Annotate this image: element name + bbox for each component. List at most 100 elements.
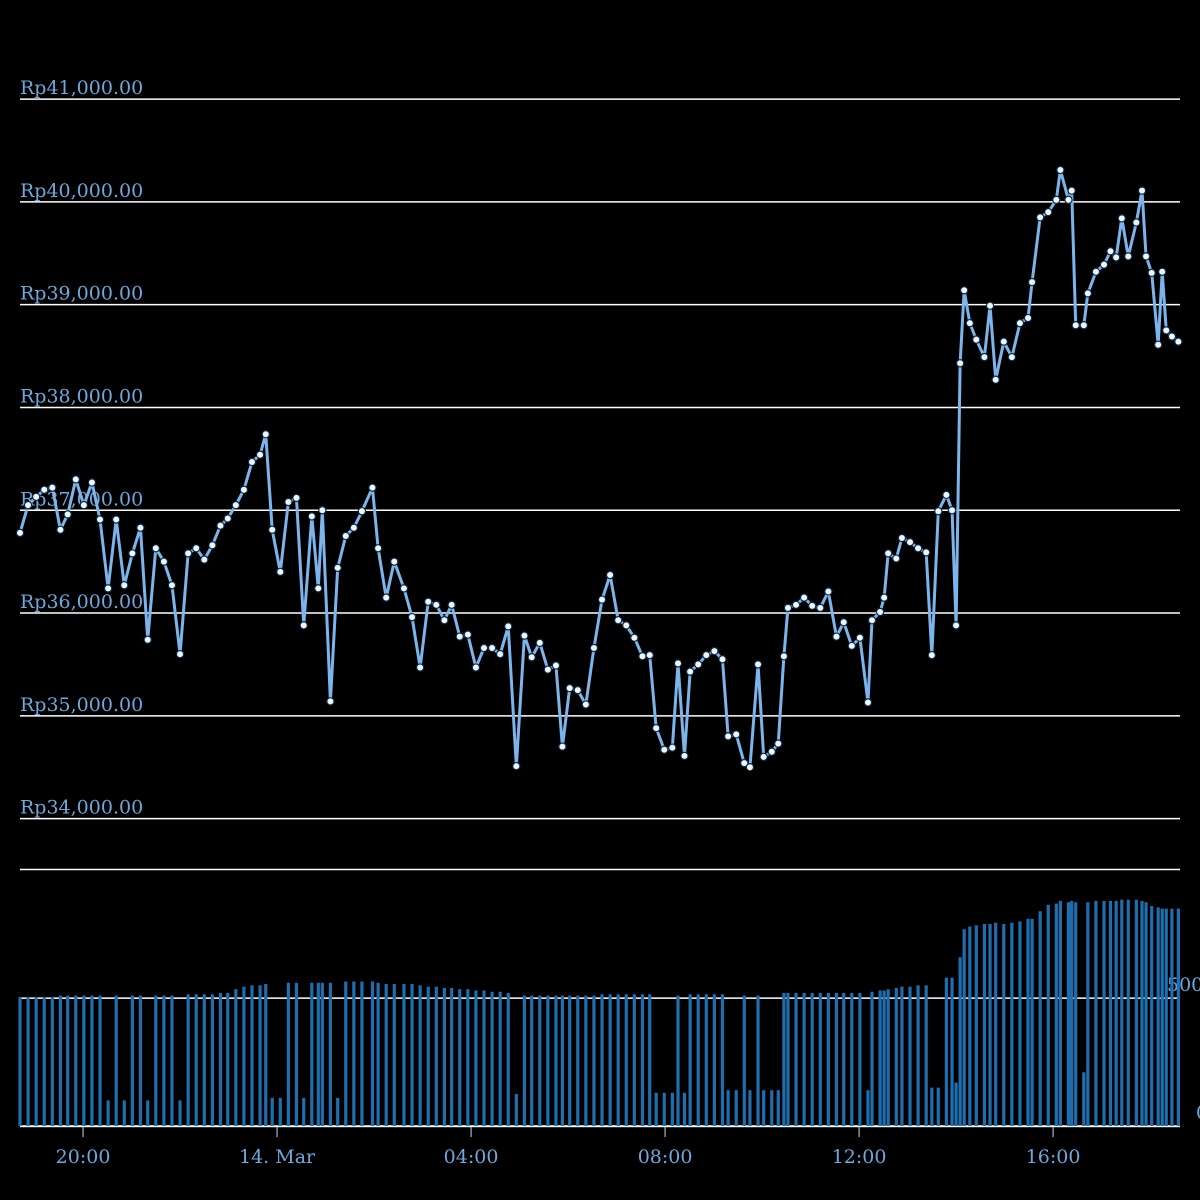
x-tick-label: 20:00 xyxy=(56,1146,111,1168)
volume-bar xyxy=(826,993,830,1126)
volume-bar xyxy=(546,995,550,1126)
price-point xyxy=(1044,207,1053,217)
price-point xyxy=(927,650,937,660)
price-point xyxy=(1174,337,1183,346)
volume-bar xyxy=(410,984,414,1126)
price-point xyxy=(128,549,137,558)
volume-bar xyxy=(1108,900,1113,1126)
volume-bar xyxy=(712,994,716,1126)
volume-bar xyxy=(944,977,948,1126)
price-point xyxy=(512,761,521,771)
price-point xyxy=(1111,253,1121,262)
price-point xyxy=(143,635,152,644)
volume-bar xyxy=(776,1090,780,1126)
price-point xyxy=(268,525,277,534)
price-point xyxy=(799,593,809,602)
volume-bar xyxy=(670,1092,674,1126)
price-point xyxy=(980,352,989,362)
volume-bar xyxy=(114,995,118,1126)
volume-bar xyxy=(870,991,874,1126)
price-point xyxy=(718,655,727,664)
volume-bar xyxy=(818,993,822,1126)
price-point xyxy=(1147,268,1156,278)
price-point xyxy=(622,621,631,630)
volume-bar xyxy=(202,994,206,1126)
price-point xyxy=(1153,340,1163,349)
volume-bar xyxy=(886,989,890,1126)
price-point xyxy=(875,607,885,617)
price-point xyxy=(479,643,489,653)
price-point xyxy=(56,525,65,534)
volume-bar xyxy=(1140,900,1144,1126)
price-point xyxy=(816,603,825,613)
volume-bar xyxy=(1018,921,1022,1126)
x-tick-label: 12:00 xyxy=(832,1146,887,1168)
price-point xyxy=(740,758,749,768)
price-point xyxy=(95,515,105,524)
price-point xyxy=(471,663,481,672)
price-point xyxy=(175,649,185,659)
price-point xyxy=(613,616,623,625)
price-point xyxy=(694,660,703,669)
volume-bar xyxy=(106,1100,110,1126)
y-tick-label: Rp35,000.00 xyxy=(20,694,143,716)
volume-bar xyxy=(786,993,790,1126)
volume-bar xyxy=(122,1100,126,1126)
x-tick-label: 14. Mar xyxy=(239,1146,316,1168)
price-point xyxy=(276,567,285,577)
price-point xyxy=(955,359,965,368)
price-point xyxy=(573,685,582,695)
volume-bar xyxy=(794,993,798,1126)
price-point xyxy=(668,743,677,752)
price-point xyxy=(1137,186,1147,195)
price-point xyxy=(63,510,72,519)
volume-bar xyxy=(1120,899,1124,1126)
price-point xyxy=(455,632,464,641)
price-point xyxy=(972,335,981,344)
volume-bar xyxy=(1086,902,1090,1126)
price-line xyxy=(18,168,1180,769)
price-point xyxy=(326,697,335,706)
volume-bar xyxy=(1038,911,1042,1126)
volume-bar xyxy=(576,995,580,1126)
price-point xyxy=(341,531,350,541)
price-point xyxy=(680,751,689,761)
volume-bar xyxy=(270,1097,274,1126)
price-point xyxy=(1071,321,1080,330)
price-point xyxy=(79,500,89,510)
volume-bar xyxy=(258,985,262,1126)
price-point xyxy=(463,630,473,639)
price-point xyxy=(934,507,943,516)
price-point xyxy=(897,533,907,543)
price-point xyxy=(1035,213,1045,222)
price-point xyxy=(673,659,683,668)
price-point xyxy=(307,512,317,521)
price-point xyxy=(381,593,391,602)
volume-bar xyxy=(924,985,928,1126)
volume-bar xyxy=(154,995,158,1126)
price-point xyxy=(40,485,49,494)
price-point xyxy=(261,429,270,439)
volume-bar xyxy=(1126,899,1130,1126)
volume-bar xyxy=(842,993,846,1126)
volume-bar xyxy=(1054,903,1058,1126)
volume-bar xyxy=(18,996,22,1126)
volume-bar xyxy=(130,995,134,1126)
price-point xyxy=(565,683,574,693)
price-point xyxy=(1027,277,1037,287)
volume-bar xyxy=(1134,899,1138,1126)
volume-bar xyxy=(1144,902,1148,1126)
volume-bar xyxy=(810,993,814,1126)
volume-bar xyxy=(1160,908,1164,1126)
volume-bar xyxy=(250,985,254,1126)
volume-bar xyxy=(1070,900,1074,1126)
volume-bar xyxy=(688,994,692,1126)
price-point xyxy=(779,652,789,661)
price-point xyxy=(1132,218,1141,227)
price-point xyxy=(551,661,561,670)
price-point xyxy=(951,621,961,630)
y-tick-label: Rp38,000.00 xyxy=(20,385,143,407)
volume-bar xyxy=(344,981,348,1126)
volume-bar xyxy=(50,996,54,1126)
volume-bar xyxy=(336,1097,340,1126)
